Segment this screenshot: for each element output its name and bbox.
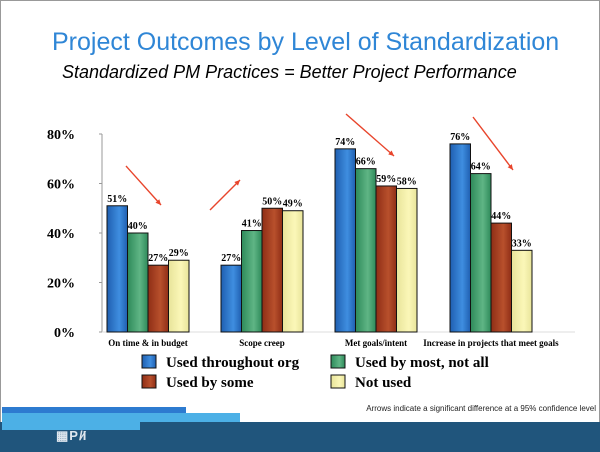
arrow-shaft xyxy=(472,116,514,171)
data-label: 50% xyxy=(262,196,282,207)
footnote: Arrows indicate a significant difference… xyxy=(366,404,596,413)
bar xyxy=(220,264,242,333)
legend-item: Not used xyxy=(330,374,412,391)
y-tick-label: 20% xyxy=(47,277,75,292)
footer-stripe xyxy=(2,407,186,413)
bar xyxy=(470,173,492,333)
bar xyxy=(241,230,263,333)
data-label: 58% xyxy=(397,176,417,187)
data-label: 66% xyxy=(356,157,376,168)
significance-arrow-icon xyxy=(345,113,395,157)
category-label: Met goals/intent xyxy=(345,338,407,348)
arrow-head xyxy=(388,150,394,156)
y-tick-label: 80% xyxy=(47,128,75,143)
data-label: 64% xyxy=(471,162,491,173)
bar xyxy=(449,143,471,333)
category-label: On time & in budget xyxy=(108,338,188,348)
bar xyxy=(282,210,304,333)
bar xyxy=(261,207,283,333)
data-label: 44% xyxy=(491,211,511,222)
legend-label: Used by some xyxy=(166,375,254,391)
data-label: 40% xyxy=(128,221,148,232)
bar xyxy=(106,205,128,333)
footer-stripe xyxy=(2,413,240,422)
significance-arrow-icon xyxy=(125,165,162,206)
arrow-shaft xyxy=(345,113,395,157)
y-tick-label: 0% xyxy=(54,326,75,341)
y-tick-label: 40% xyxy=(47,227,75,242)
data-label: 29% xyxy=(169,248,189,259)
bar xyxy=(490,222,512,333)
data-label: 41% xyxy=(242,219,262,230)
data-label: 27% xyxy=(148,253,168,264)
category-label: Scope creep xyxy=(239,338,285,348)
data-label: 74% xyxy=(335,137,355,148)
arrow-shaft xyxy=(125,165,162,206)
footer-stripe xyxy=(2,422,140,430)
bar xyxy=(168,259,190,333)
legend-swatch xyxy=(330,354,346,369)
legend-item: Used throughout org xyxy=(141,354,300,371)
arrow-shaft xyxy=(209,179,241,211)
bar xyxy=(375,185,397,333)
legend-swatch xyxy=(141,354,157,369)
legend-item: Used by some xyxy=(141,374,254,391)
bar xyxy=(396,187,418,333)
significance-arrow-icon xyxy=(472,116,514,171)
legend-swatch xyxy=(141,374,157,389)
legend-swatch xyxy=(330,374,346,389)
bar xyxy=(147,264,169,333)
data-label: 76% xyxy=(450,132,470,143)
bar xyxy=(355,168,377,333)
significance-arrow-icon xyxy=(209,179,241,211)
legend-item: Used by most, not all xyxy=(330,354,489,371)
arrow-head xyxy=(155,199,161,205)
legend-label: Not used xyxy=(355,375,412,391)
legend-label: Used throughout org xyxy=(166,355,300,371)
y-tick-label: 60% xyxy=(47,178,75,193)
category-label: Increase in projects that meet goals xyxy=(423,338,559,348)
legend-label: Used by most, not all xyxy=(355,355,489,371)
arrow-head xyxy=(507,164,513,170)
bar xyxy=(127,232,149,333)
data-label: 33% xyxy=(512,238,532,249)
data-label: 51% xyxy=(107,194,127,205)
pmi-logo: ▦P/⁄I xyxy=(56,428,88,443)
slide-subtitle: Standardized PM Practices = Better Proje… xyxy=(62,62,517,82)
slide-title: Project Outcomes by Level of Standardiza… xyxy=(52,28,560,56)
data-label: 27% xyxy=(221,253,241,264)
bar xyxy=(334,148,356,333)
bar xyxy=(511,249,533,333)
data-label: 49% xyxy=(283,199,303,210)
arrow-head xyxy=(234,180,240,186)
data-label: 59% xyxy=(376,174,396,185)
